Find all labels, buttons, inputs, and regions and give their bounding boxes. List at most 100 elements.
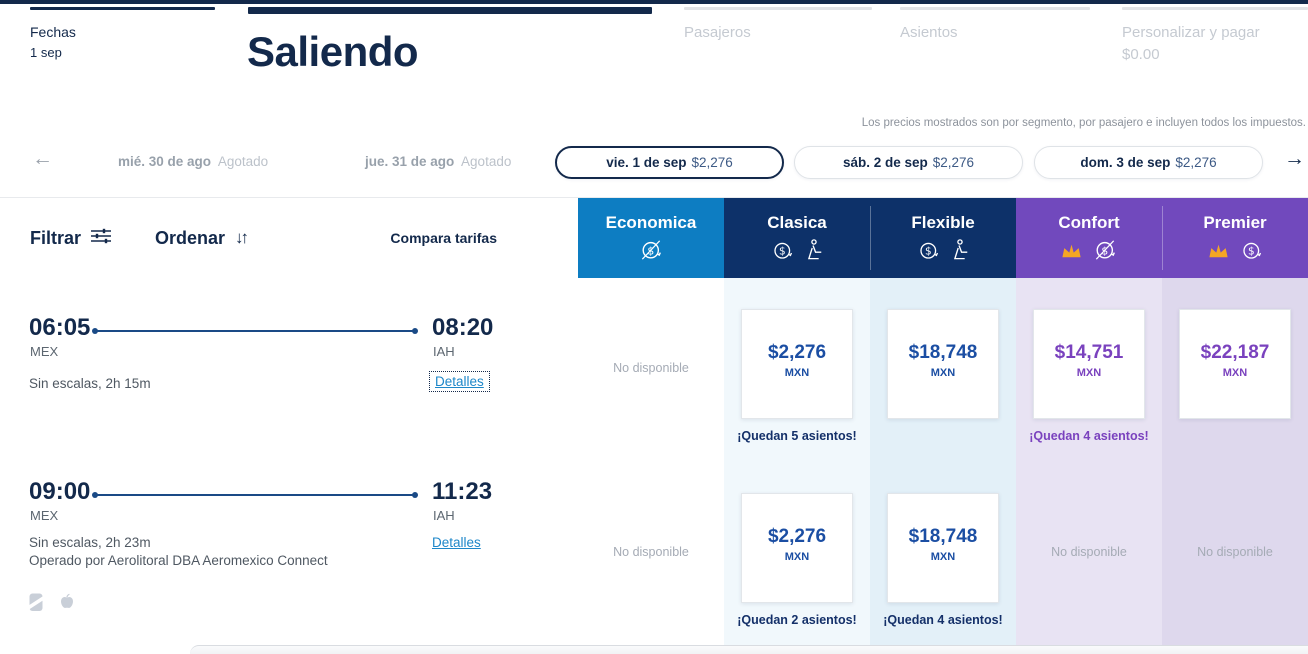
fare-cell-flexible: $18,748 MXN xyxy=(870,278,1016,456)
fare-header-confort: Confort $ xyxy=(1016,198,1162,278)
seat-icon xyxy=(804,238,825,268)
fare-card[interactable]: $22,187 MXN xyxy=(1179,309,1291,419)
step-bar-saliendo xyxy=(248,7,652,14)
svg-text:$: $ xyxy=(1247,245,1254,257)
sort-label: Ordenar xyxy=(155,227,226,248)
fare-cell-premier: $22,187 MXN xyxy=(1162,278,1308,456)
step-personalizar-amount: $0.00 xyxy=(1122,46,1160,63)
fare-unavailable: No disponible xyxy=(1051,545,1127,559)
top-navy-bar xyxy=(0,0,1308,4)
departure-airport: MEX xyxy=(30,344,59,359)
operated-by: Operado por Aerolitoral DBA Aeromexico C… xyxy=(29,553,328,568)
step-asientos-label: Asientos xyxy=(900,24,958,41)
arrival-airport: IAH xyxy=(433,508,455,523)
fare-card[interactable]: $18,748 MXN xyxy=(887,309,999,419)
step-bar-pasajeros xyxy=(684,7,872,10)
date-label: sáb. 2 de sep xyxy=(842,155,928,170)
flight-duration: Sin escalas, 2h 15m xyxy=(29,376,151,391)
route-line xyxy=(92,328,418,334)
fare-cell-economica: No disponible xyxy=(578,278,724,456)
page-title: Saliendo xyxy=(247,28,419,75)
departure-time: 06:05 xyxy=(29,314,91,341)
date-item-soldout: mié. 30 de ago Agotado xyxy=(118,154,268,169)
filter-button[interactable]: Filtrar xyxy=(30,227,112,249)
sort-button[interactable]: Ordenar ↓↑ xyxy=(155,227,249,249)
filter-sliders-icon xyxy=(91,228,112,249)
refund-icon: $ xyxy=(916,238,941,268)
no-refund-icon: $ xyxy=(1092,237,1118,268)
fare-cell-flexible: $18,748 MXN ¡Quedan 4 asientos! xyxy=(870,456,1016,654)
fare-card[interactable]: $2,276 MXN xyxy=(741,493,853,603)
date-price: $2,276 xyxy=(932,155,975,170)
fare-unavailable: No disponible xyxy=(613,361,689,375)
arrival-time: 08:20 xyxy=(432,314,494,341)
date-pill-selected[interactable]: vie. 1 de sep $2,276 xyxy=(555,146,784,179)
results-toolbar: Filtrar Ordenar ↓↑ Compara tarifas xyxy=(0,198,578,278)
fare-currency: MXN xyxy=(784,366,810,379)
fare-price: $2,276 xyxy=(767,341,827,363)
step-bar-asientos xyxy=(900,7,1090,10)
filter-label: Filtrar xyxy=(30,227,82,248)
seat-icon xyxy=(950,238,971,268)
crown-icon xyxy=(1207,241,1230,265)
details-link[interactable]: Detalles xyxy=(432,535,481,550)
fare-price: $18,748 xyxy=(908,341,978,363)
fare-price: $14,751 xyxy=(1054,341,1124,363)
fare-cell-clasica: $2,276 MXN ¡Quedan 2 asientos! xyxy=(724,456,870,654)
flight-row: 06:05 MEX 08:20 IAH Sin escalas, 2h 15m … xyxy=(0,278,578,456)
fare-cell-economica: No disponible xyxy=(578,456,724,654)
sort-arrows-icon: ↓↑ xyxy=(235,228,249,247)
flight-duration: Sin escalas, 2h 23m xyxy=(29,535,151,550)
date-pill[interactable]: sáb. 2 de sep $2,276 xyxy=(794,146,1023,179)
fare-cell-confort: $14,751 MXN ¡Quedan 4 asientos! xyxy=(1016,278,1162,456)
step-fechas-value: 1 sep xyxy=(30,45,62,60)
fare-header-premier: Premier $ xyxy=(1162,198,1308,278)
fare-cell-clasica: $2,276 MXN ¡Quedan 5 asientos! xyxy=(724,278,870,456)
step-bar-personalizar xyxy=(1122,7,1308,10)
no-refund-icon: $ xyxy=(638,237,664,268)
seats-left-note: ¡Quedan 2 asientos! xyxy=(737,613,857,627)
step-fechas-label[interactable]: Fechas xyxy=(30,24,76,40)
date-label: jue. 31 de ago xyxy=(365,154,455,169)
compare-fares-button[interactable]: Compara tarifas xyxy=(390,230,497,246)
flight-row: 09:00 MEX 11:23 IAH Sin escalas, 2h 23m … xyxy=(0,456,578,654)
fare-currency: MXN xyxy=(930,550,956,563)
fare-currency: MXN xyxy=(1222,366,1248,379)
fare-currency: MXN xyxy=(784,550,810,563)
arrival-time: 11:23 xyxy=(432,478,493,505)
fare-unavailable: No disponible xyxy=(1197,545,1273,559)
date-label: mié. 30 de ago xyxy=(118,154,212,169)
refund-icon: $ xyxy=(1239,238,1264,268)
fare-matrix: Filtrar Ordenar ↓↑ Compara tarifas Econo… xyxy=(0,197,1308,654)
seats-left-note: ¡Quedan 5 asientos! xyxy=(737,429,857,443)
fare-cell-confort: No disponible xyxy=(1016,456,1162,654)
date-status: Agotado xyxy=(217,154,269,169)
arrow-left-icon: ← xyxy=(32,147,53,170)
date-pill[interactable]: dom. 3 de sep $2,276 xyxy=(1034,146,1263,179)
svg-text:$: $ xyxy=(924,245,931,257)
fare-price: $18,748 xyxy=(908,525,978,547)
departure-time: 09:00 xyxy=(29,478,91,505)
carousel-prev-button[interactable]: ← xyxy=(32,148,53,169)
bottom-bar-edge xyxy=(190,645,1308,654)
step-personalizar-label: Personalizar y pagar xyxy=(1122,24,1260,41)
fare-currency: MXN xyxy=(1076,366,1102,379)
arrival-airport: IAH xyxy=(433,344,455,359)
entertainment-icon xyxy=(26,593,48,617)
fare-cell-premier: No disponible xyxy=(1162,456,1308,654)
arrow-right-icon: → xyxy=(1284,147,1305,170)
fare-header-flexible: Flexible $ xyxy=(870,198,1016,278)
carousel-next-button[interactable]: → xyxy=(1284,148,1305,169)
fare-card[interactable]: $2,276 MXN xyxy=(741,309,853,419)
fare-price: $2,276 xyxy=(767,525,827,547)
fare-price: $22,187 xyxy=(1200,341,1270,363)
pricing-note: Los precios mostrados son por segmento, … xyxy=(861,117,1306,129)
fare-card[interactable]: $14,751 MXN xyxy=(1033,309,1145,419)
details-link[interactable]: Detalles xyxy=(429,371,490,392)
fare-unavailable: No disponible xyxy=(613,545,689,559)
fare-card[interactable]: $18,748 MXN xyxy=(887,493,999,603)
date-price: $2,276 xyxy=(1175,155,1217,170)
fare-header-clasica: Clasica $ xyxy=(724,198,870,278)
date-label: dom. 3 de sep xyxy=(1080,155,1171,170)
